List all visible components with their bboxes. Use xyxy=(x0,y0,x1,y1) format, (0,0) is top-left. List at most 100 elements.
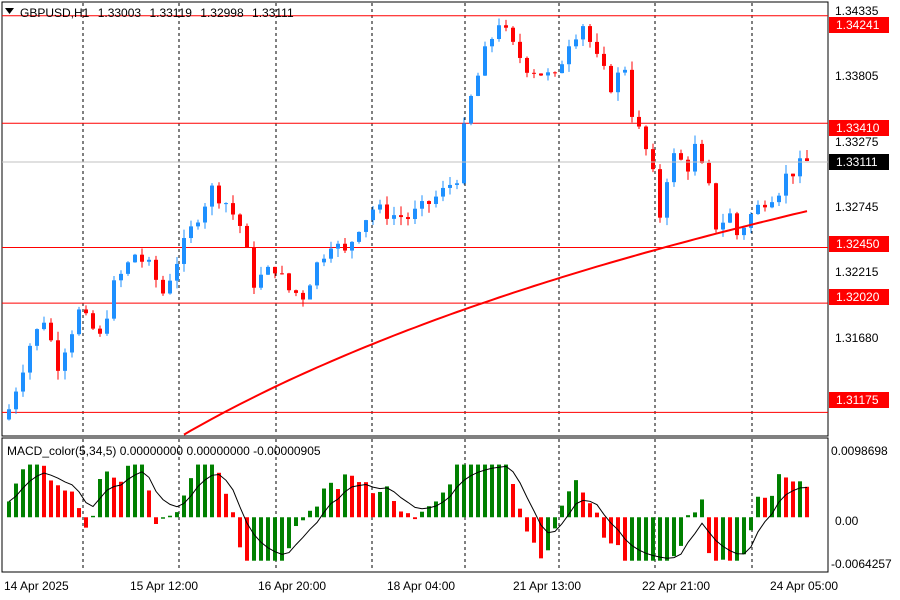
macd-bar xyxy=(574,480,578,518)
macd-bar xyxy=(336,489,340,518)
macd-bar xyxy=(294,517,298,527)
candle-body xyxy=(140,254,144,262)
candle-body xyxy=(665,182,669,218)
macd-bar xyxy=(588,503,592,518)
macd-bar xyxy=(455,464,459,518)
macd-pane[interactable] xyxy=(1,437,829,573)
macd-bar xyxy=(651,517,655,561)
price-axis[interactable]: 1.34335 1.33805 1.33275 1.32745 1.32215 … xyxy=(835,4,879,345)
current-price-tag[interactable]: 1.33111 xyxy=(829,154,889,170)
macd-bar xyxy=(546,517,550,551)
macd-bar xyxy=(434,501,438,518)
macd-bar xyxy=(476,464,480,518)
macd-bar xyxy=(777,474,781,518)
macd-bar xyxy=(350,475,354,518)
macd-bar xyxy=(168,515,172,518)
candle-body xyxy=(637,116,641,127)
macd-bar xyxy=(749,517,753,531)
macd-bar xyxy=(735,517,739,561)
macd-axis[interactable]: 0.0098698 0.00 -0.0064257 xyxy=(831,444,892,571)
level-tag[interactable]: 1.31175 xyxy=(829,392,889,408)
candle-body xyxy=(392,215,396,219)
macd-bar xyxy=(721,517,725,560)
candle-body xyxy=(805,158,809,162)
candle-body xyxy=(420,201,424,209)
macd-bar xyxy=(693,512,697,518)
collapse-triangle-icon[interactable] xyxy=(5,8,14,14)
candle-body xyxy=(287,273,291,291)
symbol-header: GBPUSD,H1 1.33003 1.33119 1.32998 1.3311… xyxy=(20,6,294,20)
macd-bar xyxy=(707,517,711,554)
time-tick: 14 Apr 2025 xyxy=(4,579,69,593)
macd-bar xyxy=(238,517,242,548)
price-tick: 1.33275 xyxy=(835,135,879,149)
macd-bar xyxy=(14,483,18,518)
macd-bar xyxy=(686,515,690,518)
candle-body xyxy=(448,184,452,188)
macd-bar xyxy=(357,482,361,518)
macd-bar xyxy=(84,517,88,528)
candle-body xyxy=(224,203,228,205)
time-axis[interactable]: 14 Apr 2025 15 Apr 12:00 16 Apr 20:00 18… xyxy=(4,579,838,593)
macd-bar xyxy=(266,517,270,561)
candle-body xyxy=(231,203,235,215)
horizontal-levels[interactable] xyxy=(2,15,828,413)
macd-bar xyxy=(497,464,501,518)
macd-tick: -0.0064257 xyxy=(831,557,892,571)
candle-body xyxy=(308,285,312,300)
macd-bar xyxy=(756,496,760,518)
candle-body xyxy=(350,241,354,251)
candle-body xyxy=(266,266,270,275)
candle-body xyxy=(756,204,760,215)
level-tag-label: 1.32450 xyxy=(836,237,880,251)
time-tick: 21 Apr 13:00 xyxy=(513,579,581,593)
macd-bar xyxy=(364,482,368,518)
macd-bar xyxy=(539,517,543,559)
macd-bar xyxy=(322,488,326,518)
close-value: 1.33111 xyxy=(252,6,294,20)
macd-bar xyxy=(490,464,494,518)
macd-bar xyxy=(308,510,312,518)
time-tick: 16 Apr 20:00 xyxy=(258,579,326,593)
candle-body xyxy=(385,204,389,219)
macd-bar xyxy=(406,513,410,518)
candle-body xyxy=(567,46,571,65)
macd-bar xyxy=(70,491,74,518)
macd-bar xyxy=(210,464,214,518)
candle-body xyxy=(455,183,459,185)
level-tag[interactable]: 1.33410 xyxy=(829,120,889,136)
time-tick: 24 Apr 05:00 xyxy=(770,579,838,593)
candle-body xyxy=(336,243,340,249)
open-value: 1.33003 xyxy=(98,6,142,20)
macd-bar xyxy=(672,517,676,557)
macd-bar xyxy=(763,497,767,518)
candle-body xyxy=(56,340,60,371)
macd-bar xyxy=(154,517,158,524)
candle-body xyxy=(217,185,221,204)
candlestick-series xyxy=(7,18,809,421)
macd-bar xyxy=(77,508,81,518)
macd-bar xyxy=(56,485,60,518)
macd-bar xyxy=(329,482,333,518)
macd-bar xyxy=(714,517,718,561)
level-tag-label: 1.33410 xyxy=(836,121,880,135)
candle-body xyxy=(497,25,501,39)
candle-body xyxy=(203,206,207,223)
candle-body xyxy=(511,27,515,42)
candle-body xyxy=(434,196,438,204)
candle-body xyxy=(700,143,704,163)
level-tag[interactable]: 1.34241 xyxy=(829,17,889,33)
level-tag[interactable]: 1.32020 xyxy=(829,289,889,305)
macd-bar xyxy=(287,517,291,549)
macd-bar xyxy=(28,464,32,518)
macd-bar xyxy=(567,491,571,518)
macd-bar xyxy=(420,511,424,518)
level-tag[interactable]: 1.32450 xyxy=(829,236,889,252)
macd-bar xyxy=(91,515,95,518)
low-value: 1.32998 xyxy=(200,6,244,20)
candle-body xyxy=(546,72,550,76)
candle-body xyxy=(329,248,333,259)
candle-body xyxy=(168,280,172,294)
macd-bar xyxy=(273,517,277,561)
